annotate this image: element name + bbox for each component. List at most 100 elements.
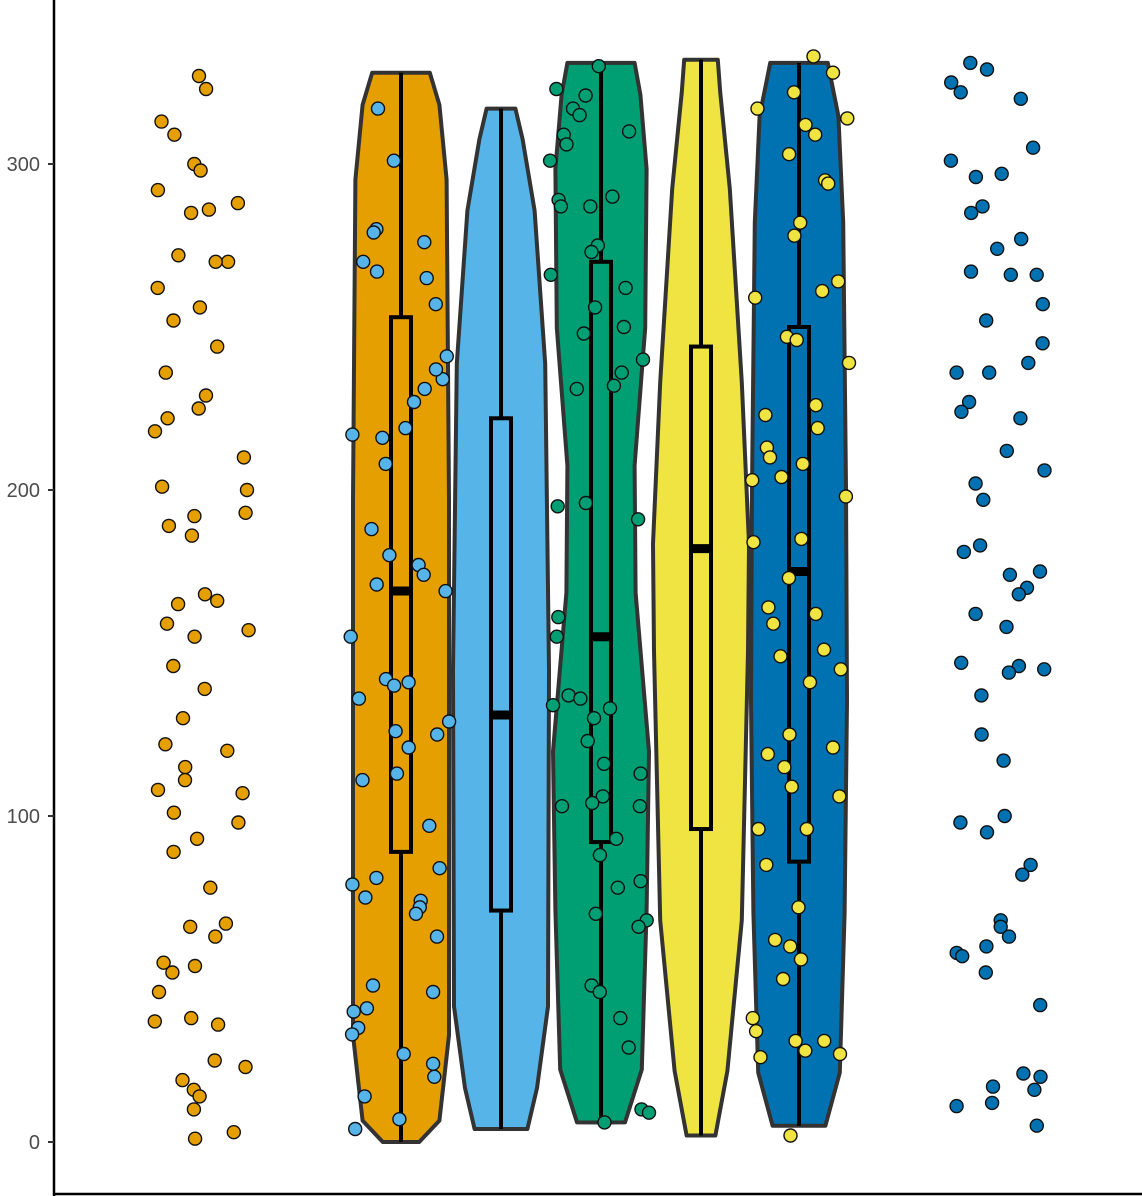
point-yellow-34 bbox=[773, 649, 788, 664]
point-yellow-53 bbox=[817, 1033, 832, 1049]
point-green-40 bbox=[632, 799, 648, 814]
axes: 0 100 200 300 bbox=[7, 0, 1142, 1196]
point-green-19 bbox=[576, 326, 591, 341]
point-green-9 bbox=[605, 189, 620, 204]
point-green-41 bbox=[609, 831, 624, 846]
point-green-16 bbox=[618, 280, 633, 296]
point-orange-66 bbox=[187, 1131, 203, 1146]
point-blue-10 bbox=[964, 205, 979, 221]
point-blue-6 bbox=[943, 153, 959, 168]
point-yellow-41 bbox=[784, 779, 799, 794]
point-orange-32 bbox=[159, 616, 175, 631]
point-blue-21 bbox=[949, 365, 964, 380]
point-skyblue-49 bbox=[396, 1046, 411, 1062]
point-green-0 bbox=[591, 58, 606, 74]
point-yellow-33 bbox=[816, 642, 832, 657]
point-yellow-2 bbox=[786, 85, 802, 100]
point-green-51 bbox=[621, 1040, 636, 1055]
point-yellow-39 bbox=[760, 746, 775, 762]
point-green-5 bbox=[621, 124, 637, 139]
point-green-24 bbox=[578, 495, 594, 511]
point-blue-54 bbox=[955, 949, 970, 964]
point-skyblue-23 bbox=[343, 629, 358, 644]
point-green-12 bbox=[553, 199, 569, 214]
point-yellow-30 bbox=[761, 600, 776, 615]
point-yellow-54 bbox=[788, 1033, 803, 1049]
point-orange-64 bbox=[186, 1102, 202, 1117]
point-orange-57 bbox=[183, 1010, 199, 1026]
y-tick-label-0: 0 bbox=[29, 1132, 40, 1154]
point-skyblue-2 bbox=[366, 225, 381, 240]
point-yellow-50 bbox=[775, 971, 791, 987]
point-yellow-38 bbox=[825, 740, 841, 755]
point-orange-55 bbox=[151, 984, 167, 1000]
point-skyblue-11 bbox=[417, 381, 432, 397]
point-skyblue-6 bbox=[419, 270, 434, 286]
point-skyblue-30 bbox=[430, 727, 445, 742]
point-green-4 bbox=[572, 107, 587, 123]
point-green-36 bbox=[633, 766, 648, 781]
point-skyblue-17 bbox=[364, 521, 379, 537]
box-yellow bbox=[689, 344, 713, 832]
point-blue-24 bbox=[1013, 411, 1028, 426]
y-tick-label-200: 200 bbox=[7, 480, 40, 502]
data-points bbox=[147, 49, 1052, 1146]
point-yellow-4 bbox=[840, 111, 855, 126]
point-blue-16 bbox=[1035, 297, 1051, 312]
point-yellow-18 bbox=[808, 398, 824, 413]
point-green-39 bbox=[554, 799, 570, 814]
point-yellow-23 bbox=[795, 456, 810, 472]
point-blue-0 bbox=[963, 55, 978, 71]
point-skyblue-44 bbox=[425, 984, 441, 1000]
point-yellow-51 bbox=[745, 1010, 760, 1026]
point-orange-14 bbox=[192, 300, 208, 315]
point-green-30 bbox=[573, 691, 588, 706]
point-yellow-6 bbox=[808, 127, 823, 142]
point-orange-29 bbox=[197, 587, 213, 602]
point-skyblue-0 bbox=[386, 153, 402, 168]
point-yellow-25 bbox=[745, 473, 760, 488]
point-orange-19 bbox=[191, 401, 206, 416]
point-orange-46 bbox=[189, 831, 205, 846]
point-skyblue-48 bbox=[344, 1027, 360, 1042]
point-skyblue-10 bbox=[428, 362, 444, 377]
point-orange-3 bbox=[167, 127, 182, 142]
point-blue-61 bbox=[984, 1095, 1000, 1111]
point-yellow-37 bbox=[782, 727, 797, 742]
point-skyblue-20 bbox=[416, 567, 431, 582]
point-orange-37 bbox=[175, 711, 191, 726]
point-skyblue-52 bbox=[357, 1089, 372, 1104]
point-blue-18 bbox=[1035, 336, 1050, 351]
point-blue-27 bbox=[968, 476, 983, 491]
point-skyblue-37 bbox=[345, 877, 360, 892]
point-blue-35 bbox=[968, 606, 983, 622]
point-yellow-27 bbox=[794, 531, 809, 547]
point-skyblue-9 bbox=[435, 372, 450, 387]
point-yellow-47 bbox=[767, 932, 783, 948]
point-skyblue-33 bbox=[355, 772, 370, 788]
point-blue-20 bbox=[982, 365, 997, 380]
point-skyblue-38 bbox=[358, 890, 373, 905]
point-yellow-7 bbox=[781, 146, 797, 162]
point-blue-37 bbox=[954, 655, 969, 670]
point-orange-39 bbox=[220, 743, 235, 758]
point-skyblue-45 bbox=[359, 1001, 375, 1016]
point-blue-56 bbox=[1032, 997, 1048, 1013]
point-green-54 bbox=[641, 1105, 657, 1120]
point-green-37 bbox=[595, 789, 610, 804]
box-green bbox=[589, 259, 613, 845]
point-blue-19 bbox=[1021, 355, 1036, 371]
point-skyblue-54 bbox=[348, 1121, 363, 1137]
point-yellow-3 bbox=[750, 101, 765, 116]
point-green-26 bbox=[630, 512, 646, 527]
point-skyblue-32 bbox=[389, 766, 405, 781]
point-blue-9 bbox=[975, 199, 990, 214]
point-orange-59 bbox=[207, 1053, 222, 1068]
point-orange-27 bbox=[161, 518, 177, 534]
point-skyblue-22 bbox=[438, 583, 453, 599]
point-blue-17 bbox=[979, 313, 994, 328]
point-orange-60 bbox=[238, 1059, 253, 1075]
point-blue-3 bbox=[953, 85, 968, 100]
point-skyblue-8 bbox=[439, 349, 454, 364]
